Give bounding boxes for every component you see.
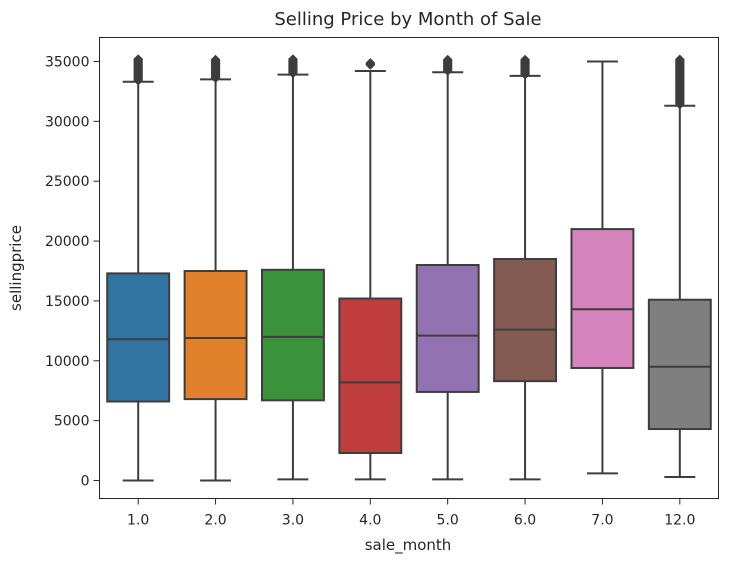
y-tick-label: 35000: [45, 54, 90, 70]
y-tick-label: 25000: [45, 174, 90, 190]
plot-frame: [99, 37, 719, 499]
outlier-point: [674, 54, 685, 65]
iqr-box: [415, 264, 480, 393]
y-tick-label: 10000: [45, 354, 90, 370]
y-tick-label: 30000: [45, 114, 90, 130]
y-tick-label: 0: [81, 474, 90, 490]
chart-title: Selling Price by Month of Sale: [274, 9, 541, 30]
y-tick-label: 20000: [45, 234, 90, 250]
outlier-point: [133, 54, 144, 64]
iqr-box: [338, 297, 403, 454]
x-tick-label: 4.0: [359, 513, 381, 529]
y-tick-label: 5000: [54, 414, 90, 430]
x-tick-label: 5.0: [437, 513, 459, 529]
x-axis-title: sale_month: [365, 536, 452, 555]
x-tick-label: 12.0: [664, 513, 695, 529]
outlier-point: [365, 58, 376, 68]
iqr-box: [183, 269, 248, 401]
y-axis-title: sellingprice: [7, 225, 25, 311]
iqr-box: [570, 228, 635, 369]
outlier-point: [210, 54, 221, 65]
y-tick-label: 15000: [45, 294, 90, 310]
x-tick-label: 6.0: [514, 513, 536, 529]
outlier-point: [442, 54, 453, 65]
iqr-box: [493, 258, 558, 383]
x-tick-label: 3.0: [282, 513, 304, 529]
outlier-point: [520, 54, 530, 65]
iqr-box: [260, 268, 325, 402]
iqr-box: [647, 298, 712, 431]
plot-area: 0 5000 10000 15000 20000 25000 30000 35000 1.0 2.…: [45, 54, 712, 529]
outlier-point: [288, 54, 298, 64]
x-tick-label: 7.0: [591, 513, 613, 529]
iqr-box: [106, 272, 171, 403]
x-tick-label: 2.0: [204, 513, 226, 529]
x-tick-label: 1.0: [127, 513, 149, 529]
